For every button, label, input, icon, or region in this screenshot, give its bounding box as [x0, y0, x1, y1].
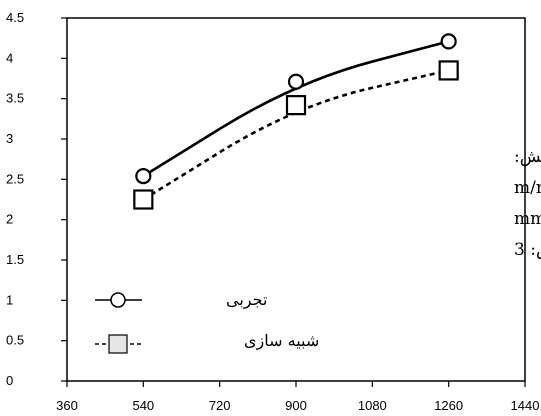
- y-tick-label: 4: [6, 50, 13, 65]
- annotation-line-3: ضخامت ورق: 1.5 mm: [514, 209, 541, 229]
- data-point-experimental: [135, 168, 152, 185]
- y-tick-label: 1: [6, 292, 13, 307]
- legend: تجربی شبیه سازی: [95, 290, 319, 354]
- legend-label-experimental: تجربی: [226, 290, 267, 309]
- annotation-line-2: سرعت اسکن: 1 m/min: [514, 178, 541, 198]
- x-tick-label: 1440: [511, 398, 540, 413]
- y-tick-label: 3.5: [6, 91, 24, 106]
- y-axis: 0 0.5 1 1.5 2 2.5 3 3.5 4 4.5: [6, 10, 67, 388]
- legend-marker-circle: [110, 292, 126, 308]
- y-tick-label: 2.5: [6, 171, 24, 186]
- x-tick-label: 1080: [358, 398, 387, 413]
- y-tick-label: 3: [6, 131, 13, 146]
- legend-label-simulation: شبیه سازی: [244, 331, 319, 350]
- legend-entry-experimental: تجربی: [95, 290, 267, 309]
- legend-entry-simulation: شبیه سازی: [95, 331, 319, 354]
- x-tick-label: 540: [132, 398, 154, 413]
- y-tick-label: 0.5: [6, 333, 24, 348]
- data-point-simulation: [285, 95, 307, 116]
- x-axis: 360 540 720 900 1080 1260 1440: [56, 381, 539, 413]
- y-tick-label: 2: [6, 212, 13, 227]
- data-point-simulation: [438, 60, 459, 81]
- y-tick-label: 4.5: [6, 10, 24, 25]
- data-point-experimental: [440, 33, 457, 50]
- y-tick-label: 0: [6, 373, 13, 388]
- x-tick-label: 1260: [434, 398, 463, 413]
- y-tick-label: 1.5: [6, 252, 24, 267]
- legend-marker-square: [108, 334, 128, 354]
- test-conditions-annotation: شرایط آزمایش: سرعت اسکن: 1 m/min ضخامت و…: [514, 145, 541, 260]
- x-tick-label: 900: [285, 398, 307, 413]
- x-tick-label: 720: [209, 398, 231, 413]
- annotation-line-1: شرایط آزمایش:: [514, 145, 541, 167]
- x-tick-label: 360: [56, 398, 78, 413]
- annotation-line-4: تعداد پاس: 3: [514, 240, 541, 260]
- data-point-simulation: [133, 189, 154, 210]
- data-point-experimental: [287, 73, 305, 90]
- series-layer: [133, 33, 459, 210]
